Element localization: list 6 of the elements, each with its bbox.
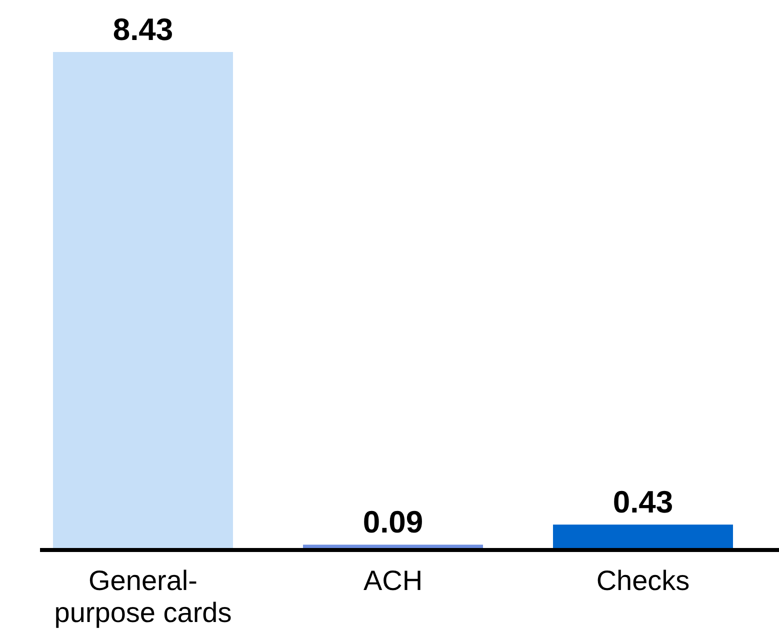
x-tick-label: ACH xyxy=(363,565,423,596)
data-label: 8.43 xyxy=(112,12,174,47)
x-tick-label: General-purpose cards xyxy=(54,565,232,628)
data-label: 0.43 xyxy=(612,484,674,520)
data-label: 0.09 xyxy=(362,504,424,540)
x-tick-label: Checks xyxy=(596,565,690,596)
